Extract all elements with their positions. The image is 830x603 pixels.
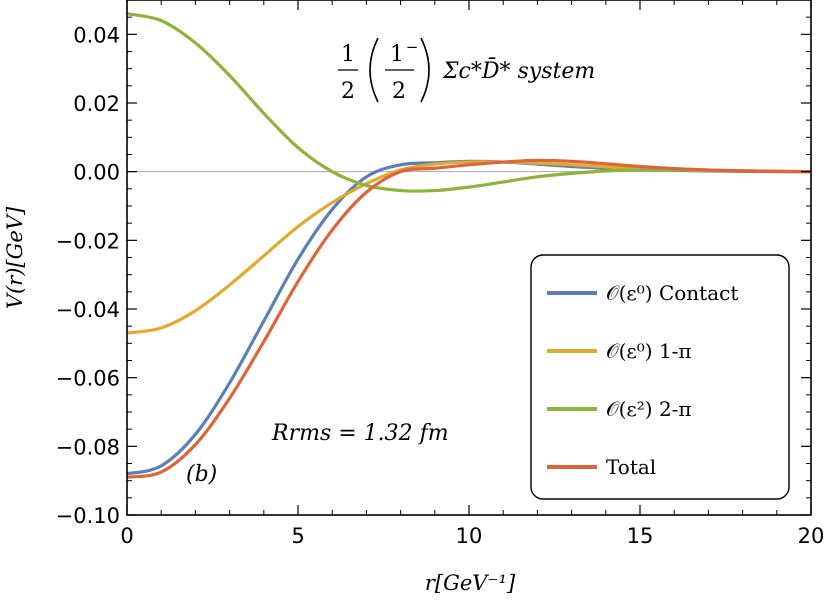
y-tick-label: −0.10	[56, 504, 120, 528]
y-tick-label: −0.04	[56, 298, 120, 322]
x-tick-label: 5	[291, 524, 304, 548]
system-paren-superscript: −	[406, 38, 419, 56]
system-half-numerator: 1	[341, 42, 355, 67]
legend-label-total: Total	[606, 455, 656, 479]
legend-label-1pi: 𝒪(ε⁰) 1-π	[606, 339, 692, 363]
system-left-paren	[369, 37, 379, 103]
system-paren-numerator: 1	[390, 42, 404, 67]
series-layer	[126, 12, 812, 479]
x-tick-label: 15	[627, 524, 654, 548]
system-text: Σc*D̄* system	[442, 57, 595, 84]
x-axis-title: r[GeV⁻¹]	[425, 571, 516, 595]
y-tick-label: −0.06	[56, 367, 120, 391]
y-tick-label: −0.02	[56, 229, 120, 253]
system-annotation: 1 2 1 − 2 Σc*D̄* system	[338, 37, 595, 104]
y-tick-label: 0.04	[73, 23, 120, 47]
rms-annotation: Rrms = 1.32 fm	[271, 421, 449, 446]
x-tick-label: 20	[798, 524, 825, 548]
system-half-denominator: 2	[341, 79, 355, 104]
x-tick-label: 0	[120, 524, 133, 548]
legend: 𝒪(ε⁰) Contact 𝒪(ε⁰) 1-π 𝒪(ε²) 2-π Total	[530, 254, 790, 500]
y-tick-label: 0.00	[73, 161, 120, 185]
legend-box	[530, 254, 790, 500]
panel-label: (b)	[186, 462, 217, 487]
series-line-3	[126, 158, 812, 479]
system-right-paren	[420, 37, 430, 103]
legend-label-contact: 𝒪(ε⁰) Contact	[606, 281, 738, 305]
legend-label-2pi: 𝒪(ε²) 2-π	[606, 397, 692, 421]
plot-frame	[126, 0, 812, 516]
y-axis-title: V(r)[GeV]	[3, 206, 27, 309]
tick-layer: 0 5 10 15 20−0.10−0.08−0.06−0.04−0.020.000.0…	[56, 0, 825, 548]
y-tick-label: −0.08	[56, 435, 120, 459]
y-tick-label: 0.02	[73, 92, 120, 116]
x-tick-label: 10	[456, 524, 483, 548]
system-paren-denominator: 2	[392, 79, 406, 104]
